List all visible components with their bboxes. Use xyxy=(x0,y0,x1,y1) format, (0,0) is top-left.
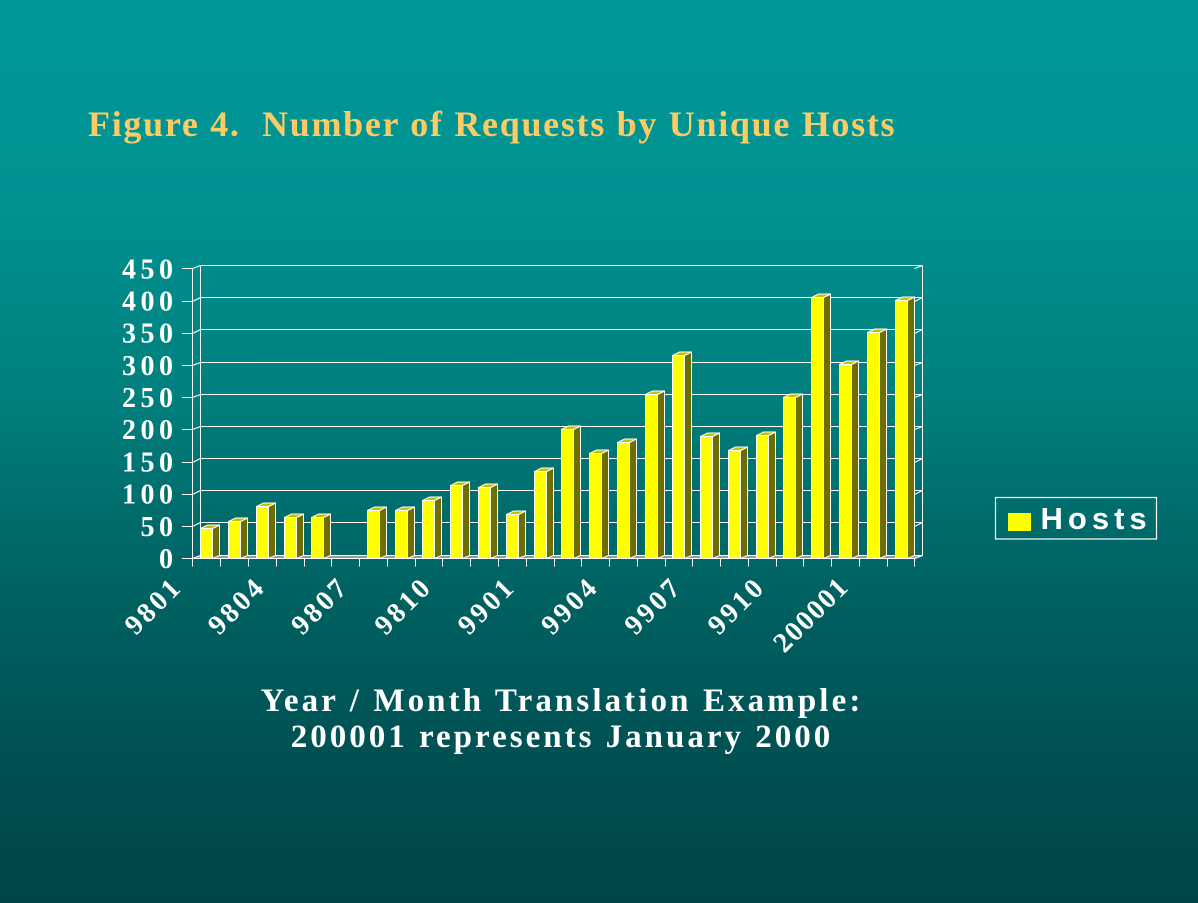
svg-text:100: 100 xyxy=(122,480,178,511)
svg-text:450: 450 xyxy=(122,254,178,285)
svg-text:400: 400 xyxy=(122,287,178,318)
svg-text:50: 50 xyxy=(141,512,178,543)
svg-text:200: 200 xyxy=(122,415,178,446)
svg-text:250: 250 xyxy=(122,383,178,414)
svg-text:350: 350 xyxy=(122,319,178,350)
svg-text:Year / Month Translation Examp: Year / Month Translation Example: xyxy=(261,683,864,719)
svg-text:0: 0 xyxy=(159,544,178,575)
svg-text:300: 300 xyxy=(122,351,178,382)
svg-text:Figure 4. Number of Requests: Figure 4. Number of Requests by Unique H… xyxy=(88,104,896,144)
svg-text:200001 represents January 2000: 200001 represents January 2000 xyxy=(291,719,834,755)
svg-text:Hosts: Hosts xyxy=(1041,501,1152,536)
svg-text:150: 150 xyxy=(122,447,178,478)
